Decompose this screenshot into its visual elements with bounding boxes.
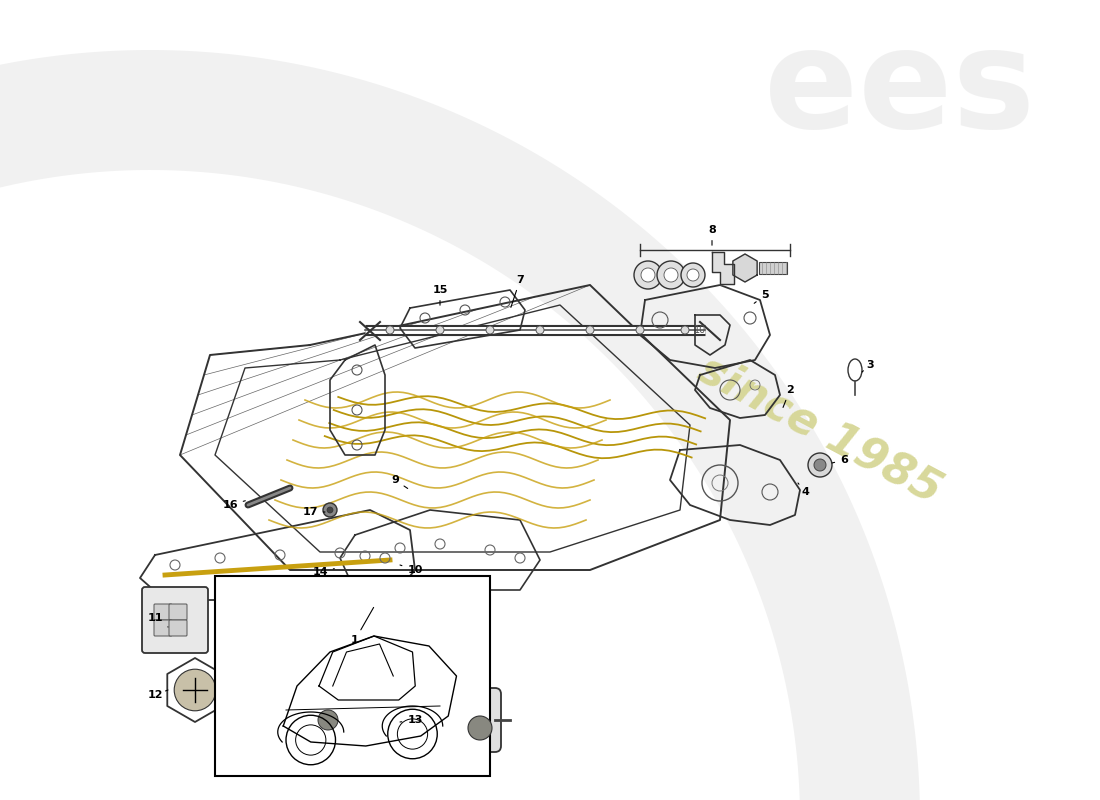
Text: 9: 9 xyxy=(392,475,408,489)
Text: 5: 5 xyxy=(755,290,769,303)
Text: 10: 10 xyxy=(694,325,706,335)
Circle shape xyxy=(436,326,444,334)
FancyBboxPatch shape xyxy=(169,620,187,636)
Circle shape xyxy=(327,507,333,513)
Text: 13: 13 xyxy=(400,715,422,725)
Circle shape xyxy=(814,459,826,471)
Circle shape xyxy=(486,326,494,334)
Circle shape xyxy=(664,268,678,282)
Circle shape xyxy=(536,326,544,334)
Circle shape xyxy=(308,700,348,740)
FancyBboxPatch shape xyxy=(154,604,172,620)
Text: 11: 11 xyxy=(147,613,168,627)
Circle shape xyxy=(636,326,644,334)
FancyBboxPatch shape xyxy=(142,587,208,653)
Text: 17: 17 xyxy=(302,507,324,517)
Text: 2: 2 xyxy=(783,385,794,407)
Text: since 1985: since 1985 xyxy=(691,348,949,512)
PathPatch shape xyxy=(0,50,920,800)
FancyBboxPatch shape xyxy=(214,576,490,776)
Text: ees: ees xyxy=(764,22,1035,158)
Text: 4: 4 xyxy=(798,483,808,497)
Text: 1: 1 xyxy=(351,607,374,645)
Circle shape xyxy=(681,263,705,287)
Text: 10: 10 xyxy=(400,565,422,575)
FancyBboxPatch shape xyxy=(169,604,187,620)
Text: 6: 6 xyxy=(832,455,848,465)
Polygon shape xyxy=(712,252,734,284)
Text: 7: 7 xyxy=(510,275,524,307)
Text: 8: 8 xyxy=(708,225,716,246)
Polygon shape xyxy=(733,254,757,282)
Text: 16: 16 xyxy=(222,500,245,510)
Circle shape xyxy=(634,261,662,289)
Circle shape xyxy=(688,269,698,281)
FancyBboxPatch shape xyxy=(759,262,786,274)
Text: 14: 14 xyxy=(312,567,334,577)
Text: 12: 12 xyxy=(147,690,168,700)
Circle shape xyxy=(681,326,689,334)
Circle shape xyxy=(808,453,832,477)
Circle shape xyxy=(641,268,654,282)
FancyBboxPatch shape xyxy=(314,688,501,752)
Circle shape xyxy=(318,710,338,730)
Circle shape xyxy=(323,503,337,517)
Circle shape xyxy=(586,326,594,334)
Text: 3: 3 xyxy=(862,360,873,372)
Circle shape xyxy=(468,716,492,740)
Text: 15: 15 xyxy=(432,285,448,306)
Circle shape xyxy=(657,261,685,289)
FancyBboxPatch shape xyxy=(154,620,172,636)
Circle shape xyxy=(174,669,216,711)
Circle shape xyxy=(386,326,394,334)
